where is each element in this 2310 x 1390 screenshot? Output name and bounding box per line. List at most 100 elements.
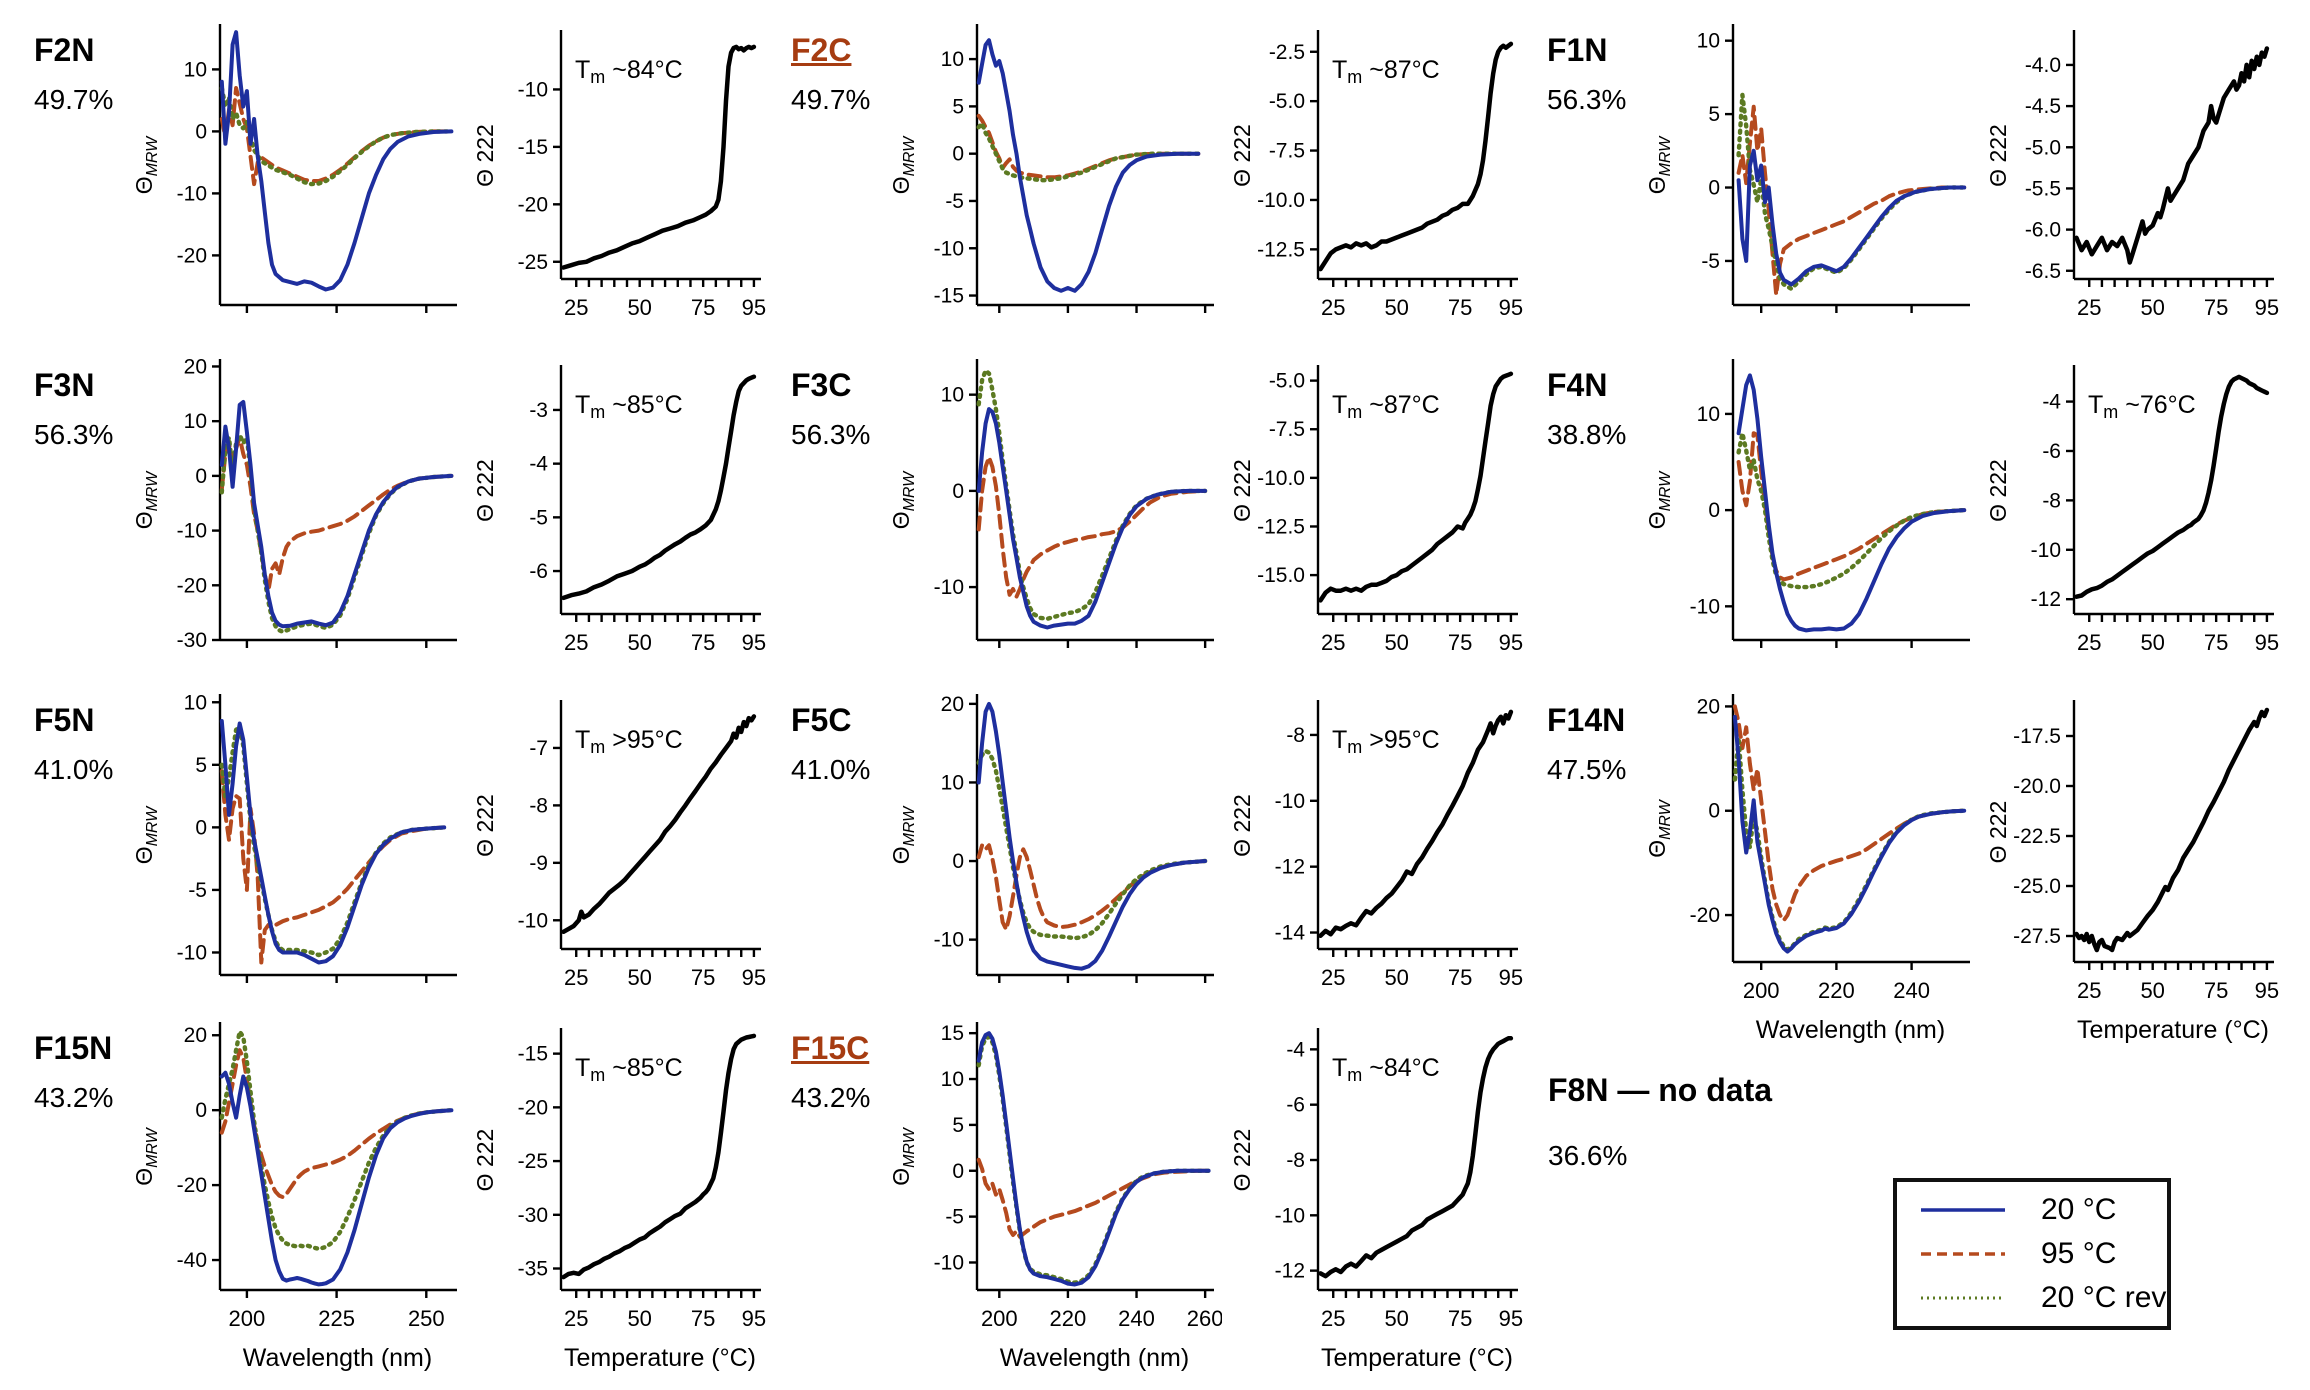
svg-text:50: 50 xyxy=(627,295,651,320)
svg-text:50: 50 xyxy=(627,630,651,655)
svg-text:95: 95 xyxy=(742,295,766,320)
svg-text:-30: -30 xyxy=(518,1204,548,1227)
melt-plot-F1N: -4.0 -4.5 -5.0 -5.5 -6.0 -6.5 25 50 75 95 Θ 222 xyxy=(1986,30,2279,320)
svg-text:220: 220 xyxy=(1818,978,1855,1003)
svg-text:250: 250 xyxy=(408,1306,445,1331)
svg-text:95: 95 xyxy=(1499,295,1523,320)
curve-c20-F15C xyxy=(976,1031,1211,1287)
svg-text:10: 10 xyxy=(941,48,964,71)
svg-text:-10.0: -10.0 xyxy=(1257,467,1305,490)
svg-text:25: 25 xyxy=(1321,965,1345,990)
svg-text:75: 75 xyxy=(1448,965,1472,990)
svg-text:50: 50 xyxy=(1384,965,1408,990)
svg-text:0: 0 xyxy=(1708,499,1720,522)
melt-plot-F15N: -15 -20 -25 -30 -35 25 50 75 95 Temperature (°C) Θ… xyxy=(473,1028,766,1372)
panel-percentage-F1N: 56.3% xyxy=(1547,84,1627,115)
svg-text:0: 0 xyxy=(1708,177,1720,200)
svg-text:-12.5: -12.5 xyxy=(1257,515,1305,538)
svg-text:-5: -5 xyxy=(945,190,964,213)
panel-F3N: F3N 56.3% 20 10 0 -10 -20 -30 ΘMRW -3 -4 -5 -6 25 50 75… xyxy=(0,345,790,680)
svg-text:-5.0: -5.0 xyxy=(1269,90,1305,113)
svg-text:200: 200 xyxy=(1743,978,1780,1003)
spectrum-plot-F3N: 20 10 0 -10 -20 -30 ΘMRW xyxy=(132,355,457,652)
svg-text:20: 20 xyxy=(941,693,964,716)
panel-label-F5C: F5C xyxy=(791,702,852,738)
panel-F5C: F5C 41.0% 20 10 0 -10 ΘMRW -8 -10 -12 -14 25 50 75 95 Θ… xyxy=(757,680,1547,1015)
svg-text:-8: -8 xyxy=(1286,724,1305,747)
melt-plot-F5C: -8 -10 -12 -14 25 50 75 95 Θ 222 Tm >95°C xyxy=(1230,700,1523,990)
svg-text:Tm ~87°C: Tm ~87°C xyxy=(1332,56,1440,87)
legend-line-dotted-icon xyxy=(1921,1296,2005,1300)
svg-text:75: 75 xyxy=(2204,295,2228,320)
svg-text:-20: -20 xyxy=(518,1096,548,1119)
spectrum-plot-F2C: 10 5 0 -5 -10 -15 ΘMRW xyxy=(889,24,1214,313)
no-data-panel-label: F8N — no data xyxy=(1548,1072,1773,1108)
panel-percentage-F2C: 49.7% xyxy=(791,84,871,115)
svg-text:-5.0: -5.0 xyxy=(1269,370,1305,393)
curve-rev-F15C xyxy=(976,1034,1211,1285)
svg-text:-10: -10 xyxy=(934,1251,964,1274)
melt-curve-F5N xyxy=(561,714,757,935)
svg-text:-5: -5 xyxy=(1701,250,1720,273)
legend-label-95c: 95 °C xyxy=(2041,1237,2117,1270)
no-data-panel-percentage: 36.6% xyxy=(1548,1140,1628,1171)
svg-text:200: 200 xyxy=(981,1306,1018,1331)
curve-rev-F2N xyxy=(219,85,454,187)
svg-text:Temperature (°C): Temperature (°C) xyxy=(2077,1016,2269,1044)
melt-plot-F3C: -5.0 -7.5 -10.0 -12.5 -15.0 25 50 75 95 Θ 222 Tm ~… xyxy=(1230,365,1523,655)
svg-text:25: 25 xyxy=(564,965,588,990)
panel-percentage-F2N: 49.7% xyxy=(34,84,114,115)
svg-text:5: 5 xyxy=(952,95,964,118)
svg-text:95: 95 xyxy=(742,965,766,990)
svg-text:Θ 222: Θ 222 xyxy=(1230,124,1255,187)
svg-text:0: 0 xyxy=(195,816,207,839)
svg-text:Θ 222: Θ 222 xyxy=(1986,801,2011,864)
svg-text:200: 200 xyxy=(229,1306,266,1331)
svg-text:-10: -10 xyxy=(177,941,207,964)
legend-label-20c-rev: 20 °C rev xyxy=(2041,1281,2167,1314)
svg-text:Θ 222: Θ 222 xyxy=(473,1129,498,1192)
svg-text:-25: -25 xyxy=(518,1150,548,1173)
svg-text:20: 20 xyxy=(184,1024,207,1047)
panel-F4N: F4N 38.8% 10 0 -10 ΘMRW -4 -6 -8 -10 -12 25 50 75 95 Θ … xyxy=(1513,345,2303,680)
panel-F1N: F1N 56.3% 10 5 0 -5 ΘMRW -4.0 -4.5 -5.0 -5.5 -6.0 -6… xyxy=(1513,10,2303,345)
svg-text:0: 0 xyxy=(952,850,964,873)
svg-text:ΘMRW: ΘMRW xyxy=(132,805,161,864)
panel-label-F3C: F3C xyxy=(791,367,852,403)
curve-rev-F2C xyxy=(976,121,1201,183)
panel-F2C: F2C 49.7% 10 5 0 -5 -10 -15 ΘMRW -2.5 -5.0 -7.5 -10.… xyxy=(757,10,1547,345)
melt-plot-F14N: -17.5 -20.0 -22.5 -25.0 -27.5 25 50 75 95 Tempera… xyxy=(1986,700,2279,1044)
curve-c20-F14N xyxy=(1732,714,1967,954)
melt-plot-F2C: -2.5 -5.0 -7.5 -10.0 -12.5 25 50 75 95 Θ 222 Tm ~8… xyxy=(1230,30,1523,320)
svg-text:25: 25 xyxy=(564,1306,588,1331)
svg-text:-9: -9 xyxy=(529,852,548,875)
svg-text:-6: -6 xyxy=(1286,1094,1305,1117)
panel-label-F5N: F5N xyxy=(34,702,95,738)
svg-text:ΘMRW: ΘMRW xyxy=(1645,470,1674,529)
melt-plot-F4N: -4 -6 -8 -10 -12 25 50 75 95 Θ 222 Tm ~76°C xyxy=(1986,365,2279,655)
svg-text:Temperature (°C): Temperature (°C) xyxy=(564,1344,756,1372)
panel-label-F3N: F3N xyxy=(34,367,95,403)
svg-text:Θ 222: Θ 222 xyxy=(1986,459,2011,522)
melt-curve-F15N xyxy=(561,1033,757,1280)
svg-text:ΘMRW: ΘMRW xyxy=(132,1126,161,1185)
svg-text:Wavelength (nm): Wavelength (nm) xyxy=(243,1344,432,1372)
curve-c20-F2N xyxy=(219,30,454,292)
svg-text:75: 75 xyxy=(691,1306,715,1331)
svg-text:-6.0: -6.0 xyxy=(2025,219,2061,242)
svg-text:50: 50 xyxy=(1384,1306,1408,1331)
spectrum-plot-F3C: 10 0 -10 ΘMRW xyxy=(889,359,1214,648)
melt-plot-F3N: -3 -4 -5 -6 25 50 75 95 Θ 222 Tm ~85°C xyxy=(473,365,766,655)
svg-text:-10: -10 xyxy=(2031,539,2061,562)
svg-text:-10: -10 xyxy=(934,576,964,599)
svg-text:-10: -10 xyxy=(1690,595,1720,618)
svg-text:-12: -12 xyxy=(2031,588,2061,611)
panel-label-F4N: F4N xyxy=(1547,367,1608,403)
svg-text:25: 25 xyxy=(2077,295,2101,320)
svg-text:Tm ~85°C: Tm ~85°C xyxy=(575,1054,683,1085)
curve-rev-F5C xyxy=(976,748,1208,941)
svg-text:75: 75 xyxy=(1448,630,1472,655)
panel-percentage-F4N: 38.8% xyxy=(1547,419,1627,450)
svg-text:-10: -10 xyxy=(934,929,964,952)
